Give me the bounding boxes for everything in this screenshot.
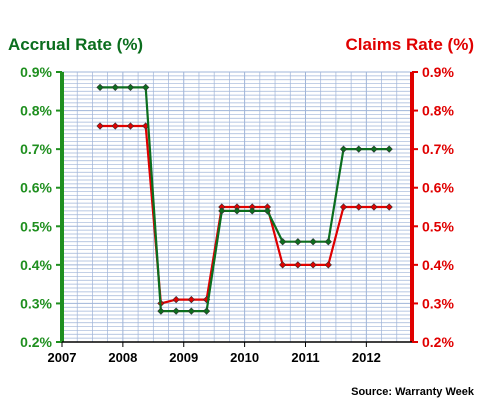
accrual-series-line	[100, 86, 390, 313]
claims-data-point	[385, 203, 393, 211]
accrual-data-point	[263, 207, 272, 215]
claims-data-point	[339, 203, 348, 211]
right-axis-title: Claims Rate (%)	[346, 35, 474, 54]
right-y-tick-label: 0.3%	[422, 295, 454, 311]
accrual-data-point	[172, 307, 180, 315]
left-y-tick-label: 0.5%	[20, 218, 52, 234]
right-y-tick-label: 0.4%	[422, 257, 454, 273]
accrual-data-point	[157, 307, 165, 315]
claims-data-point	[187, 295, 195, 304]
x-tick-label: 2010	[230, 350, 259, 365]
claims-series-line	[100, 124, 390, 305]
accrual-data-point	[126, 83, 135, 92]
x-tick-label: 2009	[169, 350, 198, 365]
accrual-data-point	[187, 307, 195, 315]
accrual-data-point	[370, 145, 378, 153]
claims-data-point	[279, 261, 287, 269]
claims-data-point	[172, 295, 180, 304]
claims-data-point	[96, 122, 104, 130]
left-y-tick-label: 0.2%	[20, 334, 52, 350]
series-layer	[96, 83, 393, 315]
x-tick-label: 2012	[352, 350, 381, 365]
right-y-tick-label: 0.5%	[422, 218, 454, 234]
accrual-data-point	[339, 145, 348, 153]
accrual-data-point	[96, 83, 104, 92]
claims-data-point	[111, 122, 119, 130]
left-y-tick-label: 0.8%	[20, 103, 52, 119]
accrual-data-point	[248, 207, 256, 215]
claims-data-point	[355, 203, 363, 211]
accrual-data-point	[355, 145, 363, 153]
claims-data-point	[126, 122, 135, 130]
accrual-data-point	[279, 238, 287, 246]
x-tick-label: 2007	[48, 350, 77, 365]
accrual-data-point	[385, 145, 393, 153]
accrual-data-point	[309, 238, 317, 246]
left-y-tick-label: 0.6%	[20, 180, 52, 196]
left-y-tick-label: 0.3%	[20, 295, 52, 311]
source-note: Source: Warranty Week	[351, 386, 475, 398]
axes: 0.2% 0.2% 0.3% 0.3% 0.4% 0.4% 0.5% 0.5% 0.6% 0.6%…	[20, 64, 454, 365]
right-y-tick-label: 0.7%	[422, 141, 454, 157]
claims-data-point	[309, 261, 317, 269]
right-y-tick-label: 0.8%	[422, 103, 454, 119]
left-y-tick-label: 0.4%	[20, 257, 52, 273]
accrual-data-point	[218, 207, 226, 215]
accrual-data-point	[324, 238, 332, 246]
left-y-tick-label: 0.9%	[20, 64, 52, 80]
accrual-data-point	[294, 238, 302, 246]
left-axis-title: Accrual Rate (%)	[8, 35, 143, 54]
left-y-tick-label: 0.7%	[20, 141, 52, 157]
claims-data-point	[370, 203, 378, 211]
accrual-data-point	[142, 83, 150, 92]
right-y-tick-label: 0.6%	[422, 180, 454, 196]
x-tick-label: 2011	[291, 350, 319, 365]
right-y-tick-label: 0.9%	[422, 64, 454, 80]
x-tick-label: 2008	[108, 350, 137, 365]
claims-data-point	[324, 261, 332, 269]
claims-data-point	[294, 261, 302, 269]
accrual-data-point	[233, 207, 241, 215]
accrual-data-point	[111, 83, 119, 92]
accrual-data-point	[202, 307, 211, 315]
right-y-tick-label: 0.2%	[422, 334, 454, 350]
